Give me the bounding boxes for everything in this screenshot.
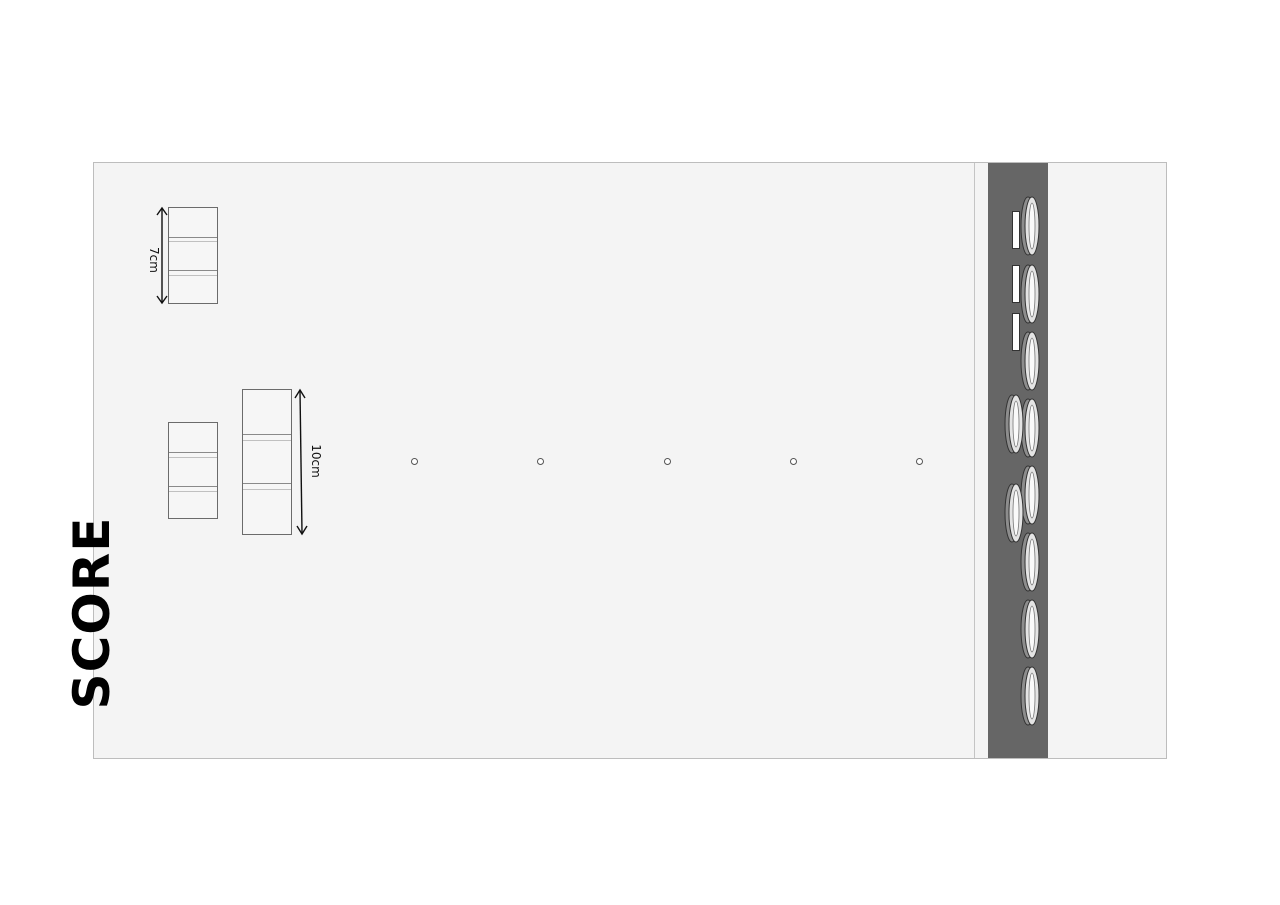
puck-slot xyxy=(1012,211,1020,249)
game-board: 7cm 10cm xyxy=(93,162,1167,759)
target-dot[interactable] xyxy=(664,458,671,465)
score-label: SCORE xyxy=(63,516,121,710)
stone-disc-icon[interactable] xyxy=(1020,665,1040,727)
pin-box-large xyxy=(242,389,292,535)
puck-slot xyxy=(1012,265,1020,303)
measure-label-large: 10cm xyxy=(309,444,323,478)
stone-disc-icon[interactable] xyxy=(1004,482,1024,544)
target-dot[interactable] xyxy=(411,458,418,465)
puck-lane xyxy=(988,163,1048,758)
stone-disc-icon[interactable] xyxy=(1020,598,1040,660)
stone-disc-icon[interactable] xyxy=(1004,393,1024,455)
stone-disc-icon[interactable] xyxy=(1020,464,1040,526)
target-dot[interactable] xyxy=(790,458,797,465)
pin-box-medium xyxy=(168,422,218,519)
stone-disc-icon[interactable] xyxy=(1020,330,1040,392)
target-dot[interactable] xyxy=(537,458,544,465)
board-divider xyxy=(974,163,975,758)
stone-disc-icon[interactable] xyxy=(1020,531,1040,593)
puck-slot xyxy=(1012,313,1020,351)
dimension-arrow-large xyxy=(294,388,308,536)
dimension-arrow-small xyxy=(156,206,168,305)
pin-box-small xyxy=(168,207,218,304)
stone-disc-icon[interactable] xyxy=(1020,263,1040,325)
stone-disc-icon[interactable] xyxy=(1020,195,1040,257)
measure-label-small: 7cm xyxy=(147,247,161,273)
target-dot[interactable] xyxy=(916,458,923,465)
